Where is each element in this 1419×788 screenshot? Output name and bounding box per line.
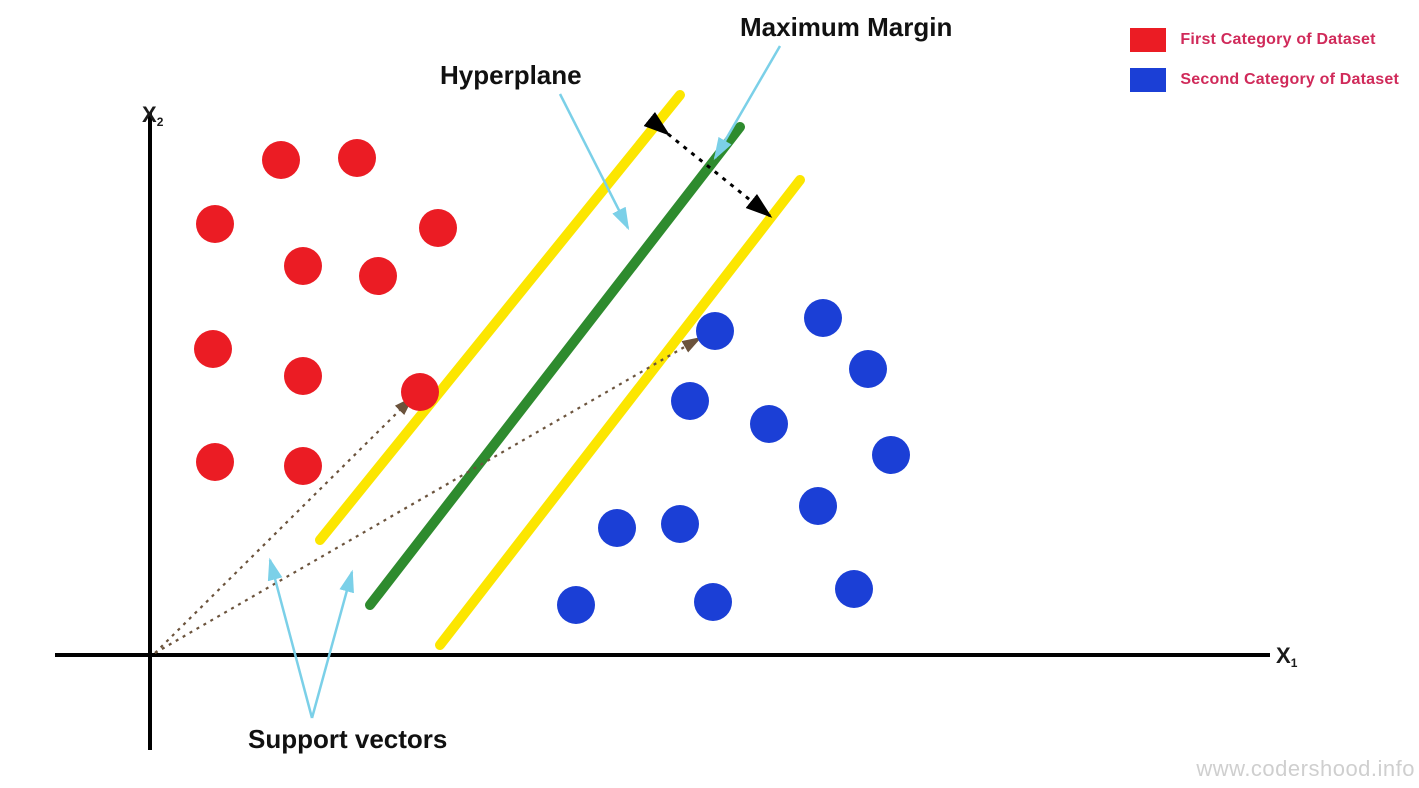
watermark: www.codershood.info	[1196, 756, 1415, 782]
legend-item-first: First Category of Dataset	[1130, 28, 1399, 52]
svg-text:Hyperplane: Hyperplane	[440, 60, 582, 90]
legend-swatch-second	[1130, 68, 1166, 92]
svg-text:Support vectors: Support vectors	[248, 724, 447, 754]
legend: First Category of Dataset Second Categor…	[1130, 28, 1399, 108]
svg-text:Maximum Margin: Maximum Margin	[740, 12, 952, 42]
svm-diagram: X1X2HyperplaneMaximum MarginSupport vect…	[0, 0, 1419, 788]
legend-swatch-first	[1130, 28, 1166, 52]
legend-label-first: First Category of Dataset	[1180, 31, 1375, 49]
legend-item-second: Second Category of Dataset	[1130, 68, 1399, 92]
legend-label-second: Second Category of Dataset	[1180, 71, 1399, 89]
